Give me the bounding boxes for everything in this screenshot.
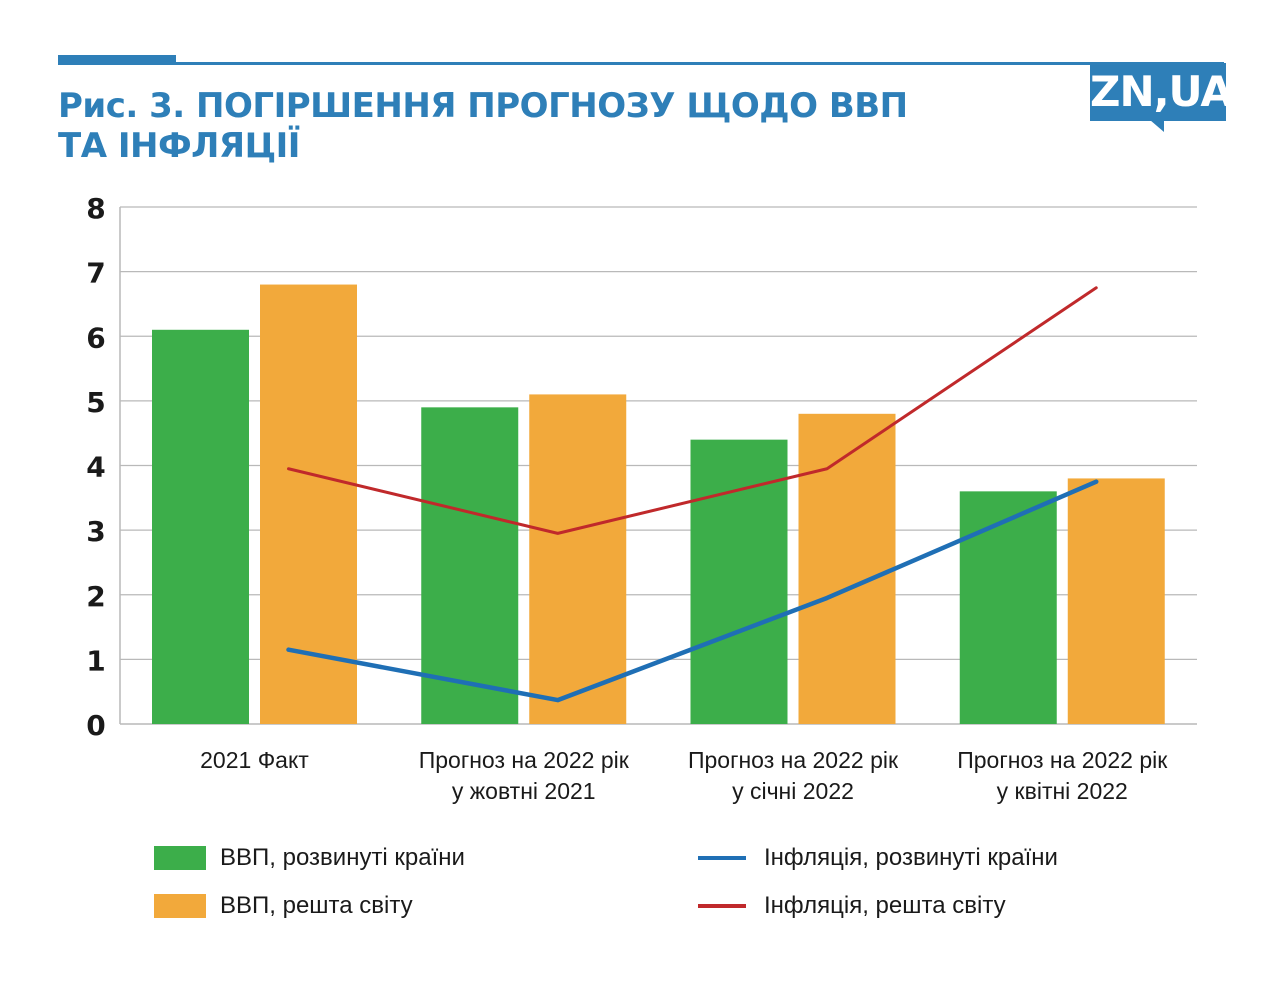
bar xyxy=(421,407,519,724)
y-tick-label: 0 xyxy=(86,709,105,742)
legend-item-gdp-rest: ВВП, решта світу xyxy=(154,892,413,920)
top-rule xyxy=(58,62,1224,65)
legend-label-gdp-developed: ВВП, розвинуті країни xyxy=(220,844,465,871)
x-tick-label: Прогноз на 2022 рік xyxy=(957,747,1168,773)
top-rule-accent xyxy=(58,55,176,63)
x-tick-label: у січні 2022 xyxy=(732,778,854,804)
x-tick-label: Прогноз на 2022 рік xyxy=(688,747,899,773)
y-tick-label: 5 xyxy=(86,386,105,419)
legend-label-infl-developed: Інфляція, розвинуті країни xyxy=(764,844,1058,871)
y-tick-label: 3 xyxy=(86,515,105,548)
y-tick-label: 6 xyxy=(86,321,105,354)
chart-title-line-1: Рис. 3. ПОГІРШЕННЯ ПРОГНОЗУ ЩОДО ВВП xyxy=(58,86,908,126)
logo-tail xyxy=(1150,120,1164,132)
y-tick-label: 1 xyxy=(86,644,105,677)
x-tick-label: у жовтні 2021 xyxy=(452,778,596,804)
chart-title-line-2: ТА ІНФЛЯЦІЇ xyxy=(58,126,300,166)
series-line xyxy=(287,286,1098,535)
legend-item-infl-rest: Інфляція, решта світу xyxy=(698,892,1006,920)
bar xyxy=(1067,478,1165,724)
y-tick-label: 4 xyxy=(86,451,105,484)
legend-swatch-infl-rest xyxy=(698,904,746,908)
legend-label-infl-rest: Інфляція, решта світу xyxy=(764,892,1006,919)
legend-swatch-infl-developed xyxy=(698,856,746,860)
bar xyxy=(529,394,627,724)
legend-item-gdp-developed: ВВП, розвинуті країни xyxy=(154,844,465,872)
legend-item-infl-developed: Інфляція, розвинуті країни xyxy=(698,844,1058,872)
legend-label-gdp-rest: ВВП, решта світу xyxy=(220,892,413,919)
y-tick-label: 2 xyxy=(86,580,105,613)
bar xyxy=(260,284,357,724)
y-tick-label: 8 xyxy=(86,192,105,225)
zn-ua-logo: ZN,UA xyxy=(1090,63,1233,121)
x-tick-label: у квітні 2022 xyxy=(997,778,1128,804)
x-tick-label: 2021 Факт xyxy=(200,747,309,773)
legend-swatch-gdp-developed xyxy=(154,846,206,870)
series-line xyxy=(286,479,1099,703)
chart-title: Рис. 3. ПОГІРШЕННЯ ПРОГНОЗУ ЩОДО ВВП ТА … xyxy=(58,86,1018,166)
bar xyxy=(959,491,1057,724)
bar xyxy=(798,413,896,724)
bar xyxy=(690,439,788,724)
bar xyxy=(152,329,249,724)
x-tick-label: Прогноз на 2022 рік xyxy=(419,747,630,773)
legend-swatch-gdp-rest xyxy=(154,894,206,918)
y-tick-label: 7 xyxy=(86,257,105,290)
